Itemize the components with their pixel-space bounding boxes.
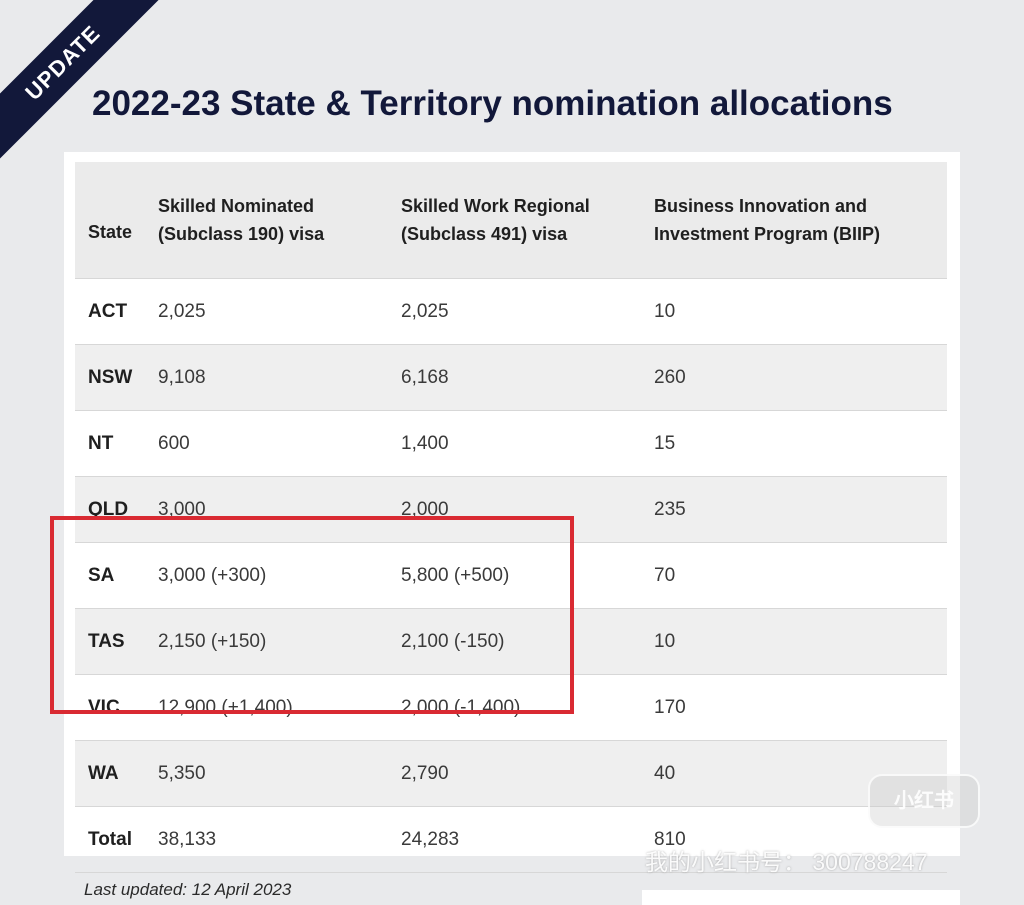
biip-cell: 10 (641, 608, 947, 675)
last-updated-note: Last updated: 12 April 2023 (84, 880, 292, 899)
biip-cell: 10 (641, 278, 947, 345)
subclass-491-cell: 2,000 (388, 476, 641, 543)
state-cell: ACT (75, 278, 145, 345)
column-header-state: State (75, 162, 145, 279)
state-cell: TAS (75, 608, 145, 675)
subclass-491-cell: 1,400 (388, 410, 641, 477)
watermark-text: 我的小红书号： 300788247 (645, 849, 928, 875)
table-row: TAS 2,150 (+150) 2,100 (-150) 10 (75, 608, 947, 675)
subclass-190-cell: 3,000 (145, 476, 388, 543)
subclass-190-cell: 600 (145, 410, 388, 477)
table-row-total: Total 38,133 24,283 810 (75, 806, 947, 873)
table-row: WA 5,350 2,790 40 (75, 740, 947, 807)
subclass-190-cell: 3,000 (+300) (145, 542, 388, 609)
subclass-491-cell: 2,025 (388, 278, 641, 345)
allocation-table: State Skilled Nominated (Subclass 190) v… (75, 162, 947, 873)
state-cell: Total (75, 806, 145, 873)
subclass-491-cell: 24,283 (388, 806, 641, 873)
subclass-190-cell: 12,900 (+1,400) (145, 674, 388, 741)
column-header-491: Skilled Work Regional (Subclass 491) vis… (388, 162, 641, 279)
table-row: NSW 9,108 6,168 260 (75, 344, 947, 411)
table-row: NT 600 1,400 15 (75, 410, 947, 477)
biip-cell: 260 (641, 344, 947, 411)
biip-cell: 170 (641, 674, 947, 741)
table-row: VIC 12,900 (+1,400) 2,000 (-1,400) 170 (75, 674, 947, 741)
subclass-491-cell: 2,100 (-150) (388, 608, 641, 675)
watermark-logo: 小红书 (868, 774, 980, 828)
subclass-491-cell: 6,168 (388, 344, 641, 411)
allocation-table-card: State Skilled Nominated (Subclass 190) v… (64, 152, 960, 873)
subclass-491-cell: 2,790 (388, 740, 641, 807)
state-cell: NT (75, 410, 145, 477)
subclass-190-cell: 2,150 (+150) (145, 608, 388, 675)
biip-cell: 40 (641, 740, 947, 807)
biip-cell: 235 (641, 476, 947, 543)
bottom-panel (642, 890, 960, 905)
table-row: SA 3,000 (+300) 5,800 (+500) 70 (75, 542, 947, 609)
biip-cell: 70 (641, 542, 947, 609)
subclass-491-cell: 5,800 (+500) (388, 542, 641, 609)
table-header-row: State Skilled Nominated (Subclass 190) v… (75, 162, 947, 279)
subclass-491-cell: 2,000 (-1,400) (388, 674, 641, 741)
state-cell: WA (75, 740, 145, 807)
change-highlight-box (50, 516, 574, 714)
column-header-biip: Business Innovation and Investment Progr… (641, 162, 947, 279)
page-title: 2022-23 State & Territory nomination all… (92, 84, 893, 123)
column-header-190: Skilled Nominated (Subclass 190) visa (145, 162, 388, 279)
state-cell: NSW (75, 344, 145, 411)
table-row: ACT 2,025 2,025 10 (75, 278, 947, 345)
state-cell: QLD (75, 476, 145, 543)
subclass-190-cell: 5,350 (145, 740, 388, 807)
subclass-190-cell: 9,108 (145, 344, 388, 411)
state-cell: SA (75, 542, 145, 609)
table-row: QLD 3,000 2,000 235 (75, 476, 947, 543)
biip-cell: 810 (641, 806, 947, 873)
subclass-190-cell: 2,025 (145, 278, 388, 345)
subclass-190-cell: 38,133 (145, 806, 388, 873)
biip-cell: 15 (641, 410, 947, 477)
